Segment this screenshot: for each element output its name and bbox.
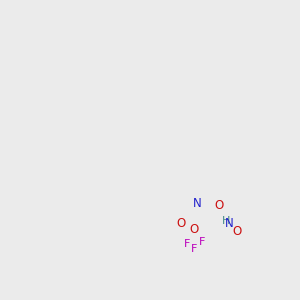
Text: N: N [224,217,233,230]
Text: N: N [192,197,201,210]
Text: F: F [199,237,206,247]
Text: F: F [184,238,191,249]
Text: O: O [190,224,199,236]
Text: H: H [221,216,230,226]
Text: O: O [176,217,186,230]
Text: F: F [190,244,197,254]
Text: O: O [233,225,242,238]
Text: O: O [214,199,223,212]
